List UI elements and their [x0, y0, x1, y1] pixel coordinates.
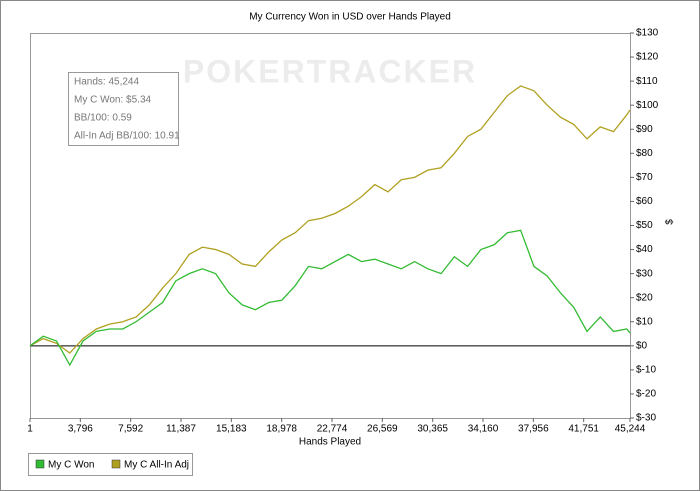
- info-text: My C Won: $5.34: [74, 95, 152, 106]
- y-tick-label: $40: [636, 244, 653, 255]
- info-text: BB/100: 0.59: [74, 113, 132, 124]
- x-tick-label: 45,244: [615, 424, 646, 435]
- legend-swatch: [35, 459, 45, 469]
- x-tick-label: 11,387: [166, 424, 196, 435]
- x-tick-label: 18,978: [266, 424, 297, 435]
- series-line: [29, 229, 631, 367]
- x-tick-label: 41,751: [568, 424, 599, 435]
- chart-title: My Currency Won in USD over Hands Played: [249, 12, 451, 23]
- y-tick-label: $120: [636, 52, 659, 63]
- y-tick-label: $60: [636, 196, 653, 207]
- watermark: POKERTRACKER: [183, 53, 477, 89]
- x-tick-label: 37,956: [518, 424, 549, 435]
- y-tick-label: $30: [636, 268, 653, 279]
- x-tick-label: 30,365: [417, 424, 448, 435]
- legend-label: My C All-In Adj: [124, 460, 189, 471]
- x-tick-label: 7,592: [118, 424, 143, 435]
- legend-label: My C Won: [48, 460, 95, 471]
- x-tick-label: 22,774: [317, 424, 348, 435]
- x-tick-label: 1: [27, 424, 33, 435]
- y-tick-label: $50: [636, 220, 653, 231]
- y-tick-label: $0: [636, 340, 648, 351]
- x-tick-label: 3,796: [68, 424, 93, 435]
- y-axis-label: $: [665, 219, 676, 225]
- x-axis-label: Hands Played: [299, 437, 361, 448]
- x-tick-label: 34,160: [468, 424, 499, 435]
- y-tick-label: $110: [636, 76, 658, 87]
- y-tick-label: $10: [636, 316, 653, 327]
- y-tick-label: $-30: [636, 413, 656, 424]
- y-tick-label: $130: [636, 28, 659, 39]
- x-tick-label: 15,183: [216, 424, 247, 435]
- y-tick-label: $-20: [636, 389, 656, 400]
- info-text: All-In Adj BB/100: 10.91: [74, 131, 180, 142]
- legend-swatch: [111, 459, 121, 469]
- legend: [28, 453, 193, 476]
- y-tick-label: $80: [636, 148, 653, 159]
- x-tick-label: 26,569: [367, 424, 398, 435]
- info-box: [68, 72, 179, 146]
- y-tick-label: $-10: [636, 365, 656, 376]
- y-tick-label: $90: [636, 124, 653, 135]
- series-line: [29, 85, 631, 354]
- y-tick-label: $70: [636, 172, 653, 183]
- y-tick-label: $100: [636, 100, 659, 111]
- y-tick-label: $20: [636, 292, 653, 303]
- info-text: Hands: 45,244: [74, 77, 139, 88]
